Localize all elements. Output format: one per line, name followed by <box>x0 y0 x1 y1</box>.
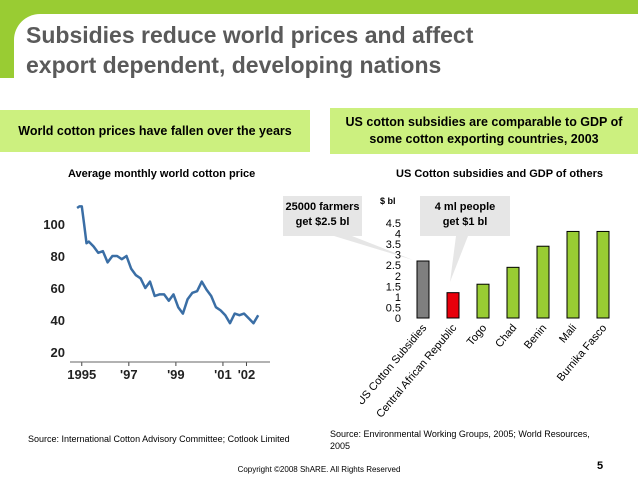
line-x-tick-label: '01 <box>214 367 232 380</box>
line-y-tick-label: 100 <box>43 217 65 232</box>
bar-y-tick-label: 1 <box>395 292 401 304</box>
line-y-tick-label: 40 <box>51 313 65 328</box>
page-number: 5 <box>597 460 604 472</box>
callout-right-text: 4 ml people get $1 bl <box>420 200 510 230</box>
line-y-tick-label: 60 <box>51 281 65 296</box>
bar-category-label: Mali <box>557 322 579 345</box>
right-headline-box: US cotton subsidies are comparable to GD… <box>330 108 638 154</box>
bar-y-tick-label: 0.5 <box>386 302 401 314</box>
callout-left-bubble <box>283 196 413 260</box>
callout-left-line-2: get $2.5 bl <box>295 216 350 228</box>
line-x-tick-label: 1995 <box>67 367 96 380</box>
left-headline: World cotton prices have fallen over the… <box>18 123 292 138</box>
line-x-tick-label: '99 <box>167 367 185 380</box>
slide-title: Subsidies reduce world prices and affect… <box>26 20 616 80</box>
bar-3 <box>506 266 520 319</box>
bar-5 <box>566 230 580 319</box>
bar-y-tick-label: 3.5 <box>386 239 401 251</box>
line-y-tick-label: 80 <box>51 249 65 264</box>
line-chart-title: Average monthly world cotton price <box>68 168 256 180</box>
bar-y-tick-label: 1.5 <box>386 281 401 293</box>
bar-0 <box>416 260 430 319</box>
source-right-line-2: 2005 <box>330 441 351 451</box>
bar-6 <box>596 230 610 319</box>
line-x-tick-label: '97 <box>120 367 138 380</box>
price-series-line <box>76 205 260 325</box>
source-right-line-1: Source: Environmental Working Groups, 20… <box>330 429 590 439</box>
title-panel <box>14 14 638 78</box>
right-headline-line-2: some cotton exporting countries, 2003 <box>369 132 599 146</box>
slide-title-line-1: Subsidies reduce world prices and affect <box>26 22 474 48</box>
slide-title-line-2: export dependent, developing nations <box>26 52 442 78</box>
source-left: Source: International Cotton Advisory Co… <box>28 434 290 444</box>
bar-4 <box>536 245 550 319</box>
callout-left-text: 25000 farmers get $2.5 bl <box>283 200 362 230</box>
bar-1 <box>446 292 460 319</box>
left-headline-box: World cotton prices have fallen over the… <box>0 110 310 152</box>
bar-y-axis-label: $ bl <box>380 196 396 206</box>
bar-y-tick-label: 3 <box>395 250 401 262</box>
bar-category-label: Chad <box>493 322 519 350</box>
bar-y-tick-label: 4 <box>395 229 401 241</box>
price-line-chart: 20 40 60 80 100 1995 '97 '99 '01 '02 <box>43 205 270 380</box>
callout-right-bubble <box>420 196 510 282</box>
source-right: Source: Environmental Working Groups, 20… <box>330 428 630 452</box>
bar-chart-title: US Cotton subsidies and GDP of others <box>396 168 603 180</box>
bar-y-tick-label: 4.5 <box>386 218 401 230</box>
bar-y-tick-label: 2 <box>395 271 401 283</box>
bar-y-tick-label: 2.5 <box>386 260 401 272</box>
right-headline-line-1: US cotton subsidies are comparable to GD… <box>345 115 623 129</box>
copyright-text: Copyright ©2008 ShARE. All Rights Reserv… <box>237 465 401 474</box>
line-y-tick-label: 20 <box>51 345 65 360</box>
bar-2 <box>476 283 490 319</box>
bar-y-tick-label: 0 <box>395 313 401 325</box>
callout-right-line-2: get $1 bl <box>442 216 488 228</box>
callout-left-line-1: 25000 farmers <box>285 201 360 213</box>
bar-category-label: Togo <box>465 322 490 348</box>
line-x-tick-label: '02 <box>238 367 256 380</box>
bar-category-label: Benin <box>522 322 549 351</box>
callout-right-line-1: 4 ml people <box>434 201 496 213</box>
